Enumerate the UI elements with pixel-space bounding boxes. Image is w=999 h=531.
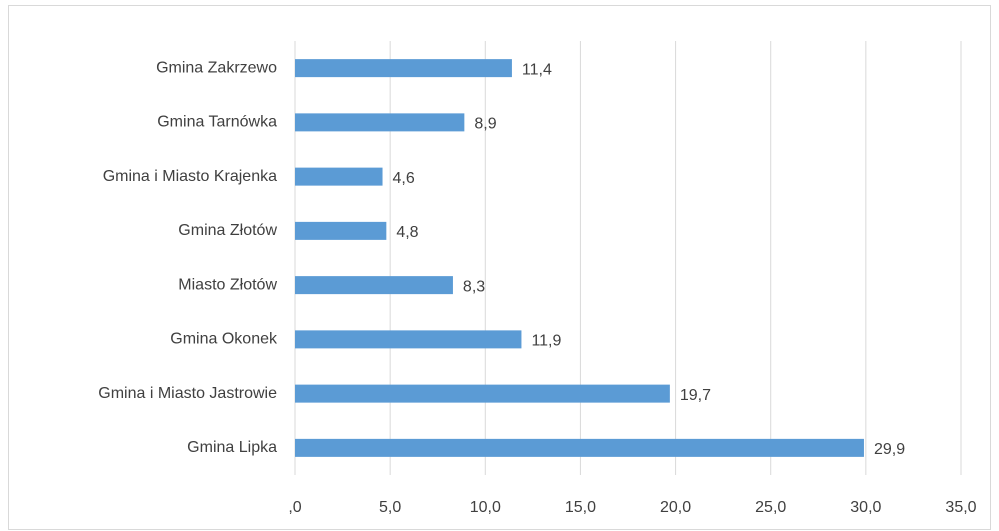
x-tick-label: 10,0 xyxy=(470,499,501,516)
x-tick-label: 20,0 xyxy=(660,499,691,516)
x-tick-label: 15,0 xyxy=(565,499,596,516)
y-tick-label: Gmina Tarnówka xyxy=(157,114,277,131)
x-tick-label: 25,0 xyxy=(755,499,786,516)
data-label: 4,8 xyxy=(396,224,418,241)
data-label: 4,6 xyxy=(393,170,415,187)
data-label: 8,3 xyxy=(463,278,485,295)
bar xyxy=(295,276,453,295)
x-tick-label: 35,0 xyxy=(945,499,976,516)
bar xyxy=(295,438,864,457)
data-label: 29,9 xyxy=(874,441,905,458)
bar xyxy=(295,330,522,349)
y-tick-label: Miasto Złotów xyxy=(178,276,277,293)
y-tick-label: Gmina i Miasto Krajenka xyxy=(103,168,277,185)
data-label: 19,7 xyxy=(680,387,711,404)
bar xyxy=(295,384,670,403)
y-tick-label: Gmina Okonek xyxy=(170,331,278,348)
bar xyxy=(295,59,512,78)
y-tick-label: Gmina i Miasto Jastrowie xyxy=(98,385,277,402)
y-tick-label: Gmina Zakrzewo xyxy=(156,59,277,76)
bar xyxy=(295,221,387,240)
data-label: 11,4 xyxy=(522,61,552,78)
bar xyxy=(295,167,383,186)
x-tick-label: 5,0 xyxy=(379,499,401,516)
bar xyxy=(295,113,465,132)
data-label: 11,9 xyxy=(531,333,561,350)
y-tick-label: Gmina Lipka xyxy=(187,439,277,456)
x-tick-label: 30,0 xyxy=(850,499,881,516)
data-label: 8,9 xyxy=(474,116,496,133)
x-tick-label: ,0 xyxy=(288,499,301,516)
y-tick-label: Gmina Złotów xyxy=(178,222,277,239)
